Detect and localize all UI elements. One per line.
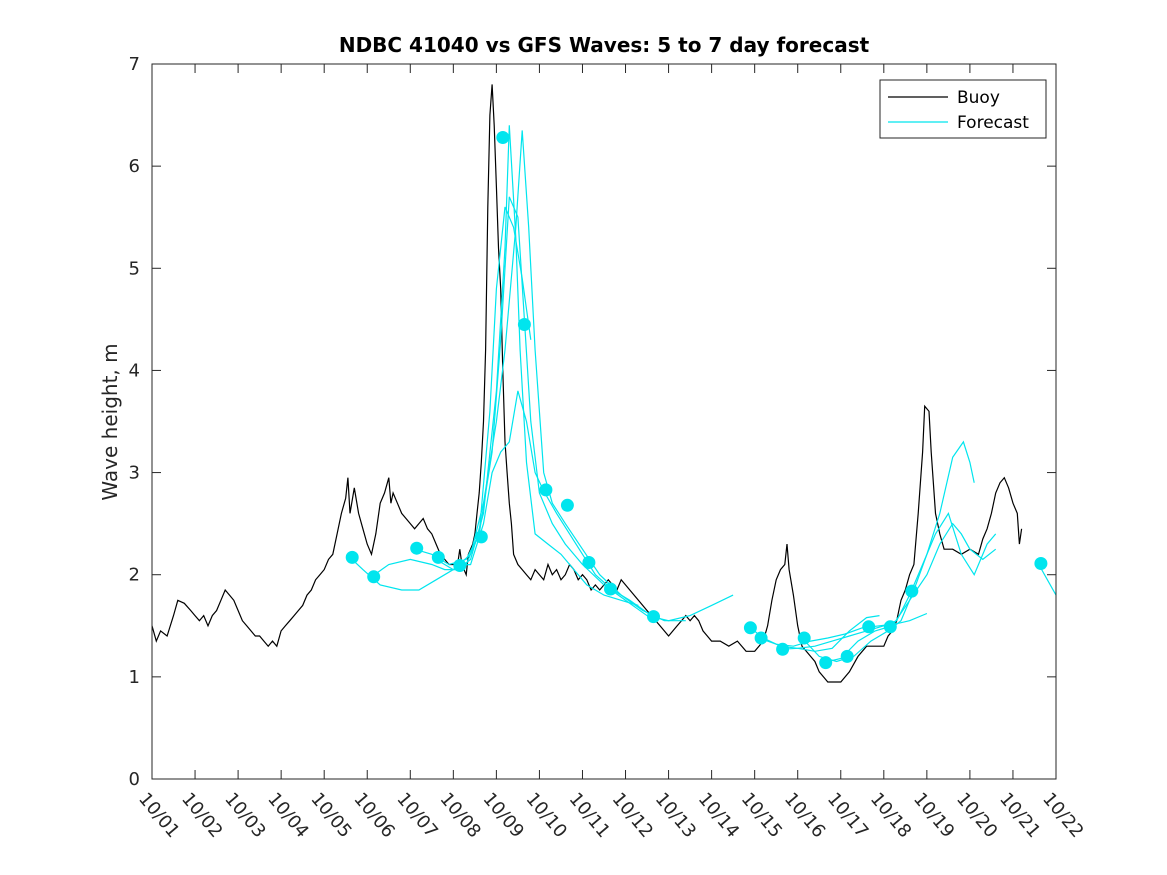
legend-label-forecast: Forecast — [957, 113, 1029, 133]
y-tick-label: 2 — [129, 565, 140, 586]
buoy-line — [152, 84, 1023, 683]
forecast-marker-15 — [754, 631, 768, 645]
forecast-marker-1 — [345, 550, 359, 564]
legend-box — [879, 79, 1047, 139]
y-tick-label: 0 — [129, 769, 140, 790]
y-tick-label: 7 — [129, 54, 140, 75]
forecast-marker-7 — [496, 131, 510, 144]
forecast-marker-3 — [410, 541, 424, 555]
forecast-line-10 — [823, 522, 997, 664]
forecast-marker-5 — [453, 559, 467, 572]
legend: Buoy Forecast — [879, 79, 1047, 139]
forecast-marker-17 — [797, 631, 811, 645]
forecast-marker-6 — [474, 530, 488, 544]
y-tick-label: 1 — [129, 667, 140, 688]
forecast-marker-11 — [582, 556, 596, 569]
y-tick-label: 5 — [129, 258, 140, 279]
legend-label-buoy: Buoy — [957, 88, 1000, 108]
y-tick-label: 4 — [129, 360, 140, 381]
forecast-marker-18 — [819, 656, 833, 670]
axes-box — [151, 63, 1057, 780]
plot-series — [152, 84, 1056, 683]
forecast-marker-22 — [905, 584, 919, 598]
forecast-marker-21 — [883, 620, 897, 634]
forecast-marker-16 — [776, 642, 790, 656]
chart-title: NDBC 41040 vs GFS Waves: 5 to 7 day fore… — [339, 33, 870, 57]
forecast-line-2 — [371, 125, 639, 606]
y-tick-label: 6 — [129, 156, 140, 177]
forecast-marker-10 — [560, 498, 574, 512]
forecast-line-8 — [780, 511, 997, 650]
forecast-marker-9 — [539, 483, 553, 497]
forecast-marker-12 — [604, 582, 617, 596]
forecast-marker-19 — [840, 649, 854, 663]
forecast-marker-20 — [862, 620, 876, 634]
forecast-marker-4 — [431, 550, 445, 564]
forecast-marker-14 — [743, 621, 757, 635]
forecast-marker-2 — [367, 570, 381, 584]
forecast-marker-8 — [517, 318, 531, 331]
forecast-marker-23 — [1034, 557, 1048, 570]
forecast-line-5 — [457, 390, 652, 617]
y-axis-label: Wave height, m — [98, 343, 122, 500]
plot-area — [152, 84, 1056, 683]
forecast-marker-13 — [647, 610, 660, 624]
y-tick-label: 3 — [129, 463, 140, 484]
forecast-line-9 — [801, 440, 975, 663]
